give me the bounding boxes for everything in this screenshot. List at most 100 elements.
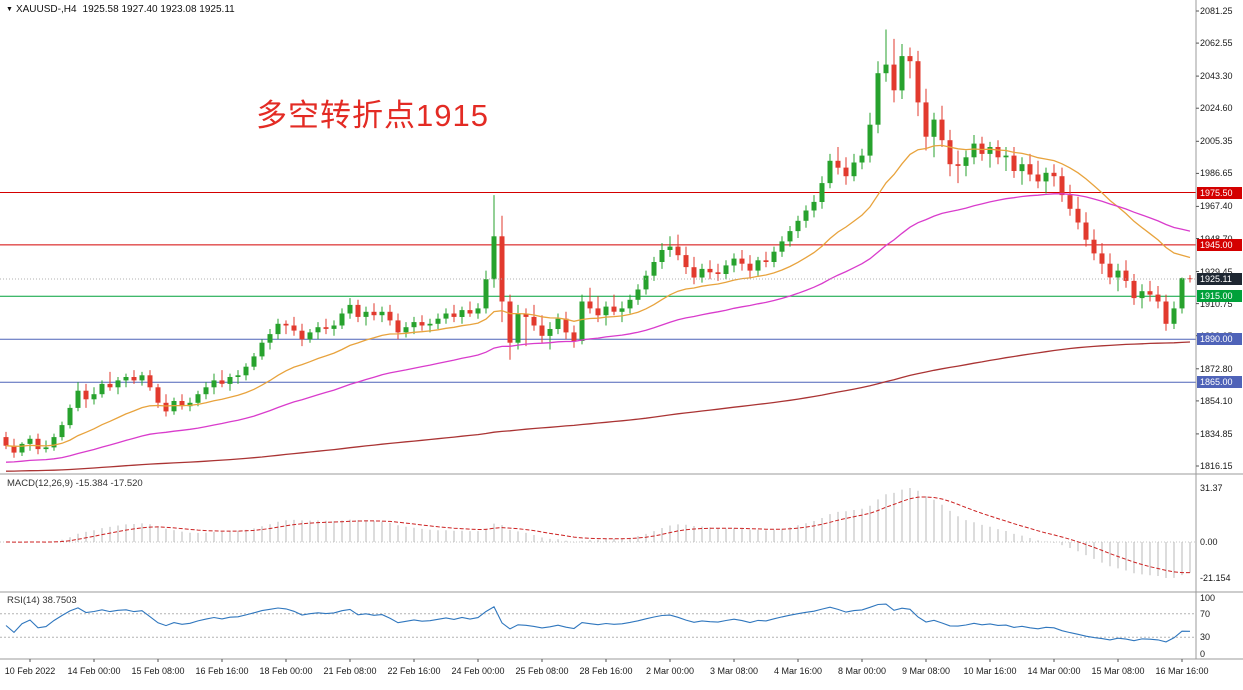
candle-body: [267, 334, 273, 343]
candle-body: [915, 61, 921, 103]
candle: [331, 320, 337, 336]
candle-body: [1163, 301, 1169, 324]
candle-body: [491, 236, 497, 280]
candle-body: [1187, 278, 1193, 280]
candle-body: [867, 124, 873, 156]
candle-body: [43, 447, 49, 450]
candle: [195, 390, 201, 407]
candle: [883, 29, 889, 82]
macd-indicator-label: MACD(12,26,9) -15.384 -17.520: [7, 478, 143, 489]
candle-body: [827, 160, 833, 184]
candle: [747, 255, 753, 278]
candle-body: [467, 310, 473, 314]
candle: [283, 320, 289, 335]
candle-body: [667, 246, 673, 250]
candle-body: [443, 313, 449, 319]
candle-body: [395, 320, 401, 333]
candle: [267, 329, 273, 350]
candle: [835, 147, 841, 175]
candle-body: [363, 311, 369, 317]
candle: [995, 140, 1001, 165]
candle: [827, 153, 833, 189]
candle-body: [299, 330, 305, 340]
candle-body: [995, 147, 1001, 158]
candle-body: [579, 301, 585, 341]
candle-body: [99, 383, 105, 395]
candle: [891, 38, 897, 103]
candle: [683, 246, 689, 274]
candle-body: [619, 308, 625, 312]
candle-body: [763, 260, 769, 262]
ma-fast-line: [5, 144, 1191, 447]
candle: [227, 373, 233, 391]
candle-body: [51, 437, 57, 448]
candle-body: [35, 438, 41, 450]
candle-body: [211, 380, 217, 388]
candle-body: [563, 318, 569, 333]
candle-body: [555, 318, 561, 329]
rsi-line: [5, 603, 1191, 643]
candle-body: [291, 325, 297, 331]
candle-body: [659, 250, 665, 262]
candle-body: [91, 394, 97, 400]
candle-body: [739, 258, 745, 264]
candle-body: [803, 210, 809, 221]
candle: [531, 304, 537, 331]
candle: [467, 301, 473, 317]
candle: [51, 433, 57, 451]
candle: [147, 370, 153, 391]
candle: [667, 236, 673, 257]
ma-mid-line: [5, 193, 1191, 463]
candle-body: [899, 56, 905, 91]
candle-body: [123, 377, 129, 381]
candle: [819, 176, 825, 209]
candle: [91, 387, 97, 405]
candle-body: [483, 279, 489, 309]
rsi-indicator-label: RSI(14) 38.7503: [7, 595, 77, 606]
candle-body: [963, 157, 969, 166]
candle-body: [987, 147, 993, 154]
candle: [867, 112, 873, 163]
candle: [907, 47, 913, 79]
ma-slow-line: [5, 341, 1191, 472]
candle-body: [371, 311, 377, 316]
candle-body: [1179, 278, 1185, 309]
symbol-marker-icon[interactable]: ▼: [6, 6, 13, 13]
candle: [1051, 164, 1057, 187]
candle: [843, 157, 849, 185]
candle: [659, 243, 665, 269]
candle: [795, 215, 801, 238]
candle: [499, 215, 505, 323]
candle-body: [755, 260, 761, 271]
candle: [491, 195, 497, 288]
candle-body: [83, 390, 89, 400]
candle-body: [779, 241, 785, 252]
candle-body: [243, 366, 249, 376]
candle: [1179, 277, 1185, 314]
candle-body: [675, 246, 681, 256]
candle-body: [27, 438, 33, 444]
candle-body: [691, 267, 697, 278]
candle: [1163, 294, 1169, 331]
candle: [187, 397, 193, 412]
candle-body: [771, 251, 777, 262]
candle-body: [875, 73, 881, 125]
candle: [755, 256, 761, 276]
candle: [243, 363, 249, 381]
candle: [387, 304, 393, 326]
candle-body: [1043, 172, 1049, 182]
candle: [707, 260, 713, 280]
candle-body: [883, 64, 889, 74]
candle-body: [387, 311, 393, 321]
candle: [355, 299, 361, 323]
candle: [315, 322, 321, 340]
candle-body: [379, 311, 385, 316]
candle: [123, 373, 129, 388]
candle-body: [931, 119, 937, 137]
candle: [763, 251, 769, 268]
candle-body: [707, 268, 713, 273]
candle-body: [683, 255, 689, 268]
candle: [539, 315, 545, 343]
candle: [779, 236, 785, 257]
